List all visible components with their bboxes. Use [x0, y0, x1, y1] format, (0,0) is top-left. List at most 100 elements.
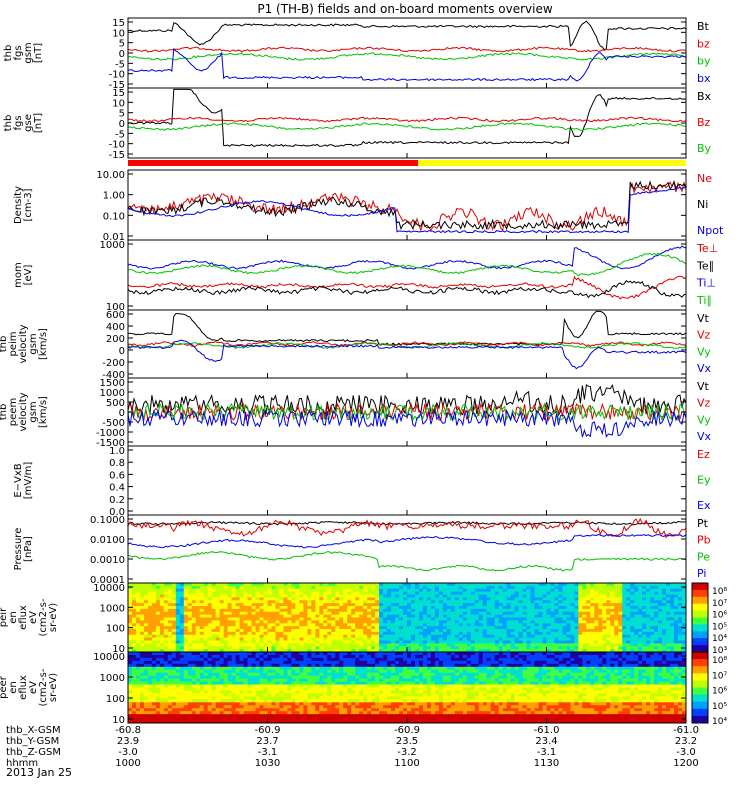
- spectrogram-cell: [431, 606, 435, 609]
- spectrogram-cell: [539, 606, 543, 609]
- spectrogram-cell: [279, 623, 283, 626]
- spectrogram-cell: [582, 646, 586, 649]
- spectrogram-cell: [128, 583, 132, 586]
- spectrogram-cell: [128, 664, 132, 667]
- spectrogram-cell: [164, 673, 168, 676]
- spectrogram-cell: [132, 685, 136, 688]
- spectrogram-cell: [467, 629, 471, 632]
- spectrogram-cell: [479, 641, 483, 644]
- spectrogram-cell: [128, 702, 132, 705]
- spectrogram-cell: [303, 670, 307, 673]
- spectrogram-cell: [674, 595, 678, 598]
- spectrogram-cell: [383, 635, 387, 638]
- spectrogram-cell: [451, 612, 455, 615]
- spectrogram-cell: [283, 641, 287, 644]
- spectrogram-cell: [543, 589, 547, 592]
- spectrogram-cell: [240, 676, 244, 679]
- spectrogram-cell: [598, 618, 602, 621]
- spectrogram-cell: [160, 667, 164, 670]
- spectrogram-cell: [279, 673, 283, 676]
- spectrogram-cell: [527, 646, 531, 649]
- spectrogram-cell: [271, 673, 275, 676]
- spectrogram-cell: [586, 589, 590, 592]
- spectrogram-cell: [339, 641, 343, 644]
- spectrogram-cell: [152, 589, 156, 592]
- spectrogram-cell: [558, 623, 562, 626]
- spectrogram-cell: [184, 711, 188, 714]
- spectrogram-cell: [287, 661, 291, 664]
- spectrogram-cell: [264, 673, 268, 676]
- spectrogram-cell: [307, 658, 311, 661]
- spectrogram-cell: [140, 688, 144, 691]
- colorbar-segment: [692, 611, 708, 618]
- spectrogram-cell: [335, 655, 339, 658]
- spectrogram-cell: [527, 618, 531, 621]
- spectrogram-cell: [419, 606, 423, 609]
- spectrogram-cell: [331, 699, 335, 702]
- spectrogram-cell: [208, 658, 212, 661]
- spectrogram-cell: [271, 589, 275, 592]
- spectrogram-cell: [339, 646, 343, 649]
- spectrogram-cell: [311, 708, 315, 711]
- spectrogram-cell: [160, 679, 164, 682]
- spectrogram-cell: [618, 583, 622, 586]
- spectrogram-cell: [307, 589, 311, 592]
- spectrogram-cell: [244, 705, 248, 708]
- spectrogram-cell: [487, 641, 491, 644]
- spectrogram-cell: [188, 589, 192, 592]
- spectrogram-cell: [216, 655, 220, 658]
- spectrogram-cell: [323, 646, 327, 649]
- spectrogram-cell: [156, 623, 160, 626]
- spectrogram-cell: [331, 600, 335, 603]
- legend-Pe: Pe: [697, 550, 710, 563]
- spectrogram-cell: [634, 635, 638, 638]
- spectrogram-cell: [455, 646, 459, 649]
- legend-Ex: Ex: [697, 499, 711, 512]
- spectrogram-cell: [379, 623, 383, 626]
- spectrogram-cell: [319, 655, 323, 658]
- spectrogram-cell: [228, 600, 232, 603]
- spectrogram-cell: [343, 623, 347, 626]
- spectrogram-cell: [610, 629, 614, 632]
- spectrogram-cell: [156, 705, 160, 708]
- spectrogram-cell: [136, 693, 140, 696]
- spectrogram-cell: [240, 652, 244, 655]
- spectrogram-cell: [439, 635, 443, 638]
- spectrogram-cell: [279, 600, 283, 603]
- spectrogram-cell: [331, 696, 335, 699]
- spectrogram-cell: [307, 699, 311, 702]
- spectrogram-cell: [451, 600, 455, 603]
- spectrogram-cell: [495, 646, 499, 649]
- spectrogram-cell: [220, 646, 224, 649]
- spectrogram-cell: [483, 641, 487, 644]
- spectrogram-cell: [291, 688, 295, 691]
- spectrogram-cell: [630, 600, 634, 603]
- spectrogram-cell: [212, 655, 216, 658]
- spectrogram-cell: [256, 676, 260, 679]
- spectrogram-cell: [283, 664, 287, 667]
- spectrogram-cell: [666, 600, 670, 603]
- spectrogram-cell: [379, 641, 383, 644]
- spectrogram-cell: [204, 583, 208, 586]
- spectrogram-cell: [491, 612, 495, 615]
- spectrogram-cell: [531, 623, 535, 626]
- spectrogram-cell: [216, 696, 220, 699]
- spectrogram-cell: [531, 629, 535, 632]
- legend-Pb: Pb: [697, 534, 711, 547]
- spectrogram-cell: [268, 676, 272, 679]
- spectrogram-cell: [200, 641, 204, 644]
- spectrogram-cell: [339, 673, 343, 676]
- spectrogram-cell: [216, 652, 220, 655]
- spectrogram-cell: [307, 623, 311, 626]
- spectrogram-cell: [295, 702, 299, 705]
- spectrogram-cell: [176, 693, 180, 696]
- spectrogram-cell: [499, 635, 503, 638]
- spectrogram-cell: [531, 646, 535, 649]
- spectrogram-cell: [303, 693, 307, 696]
- spectrogram-cell: [228, 673, 232, 676]
- spectrogram-cell: [264, 658, 268, 661]
- spectrogram-cell: [248, 646, 252, 649]
- spectrogram-cell: [192, 667, 196, 670]
- spectrogram-cell: [674, 589, 678, 592]
- spectrogram-cell: [192, 711, 196, 714]
